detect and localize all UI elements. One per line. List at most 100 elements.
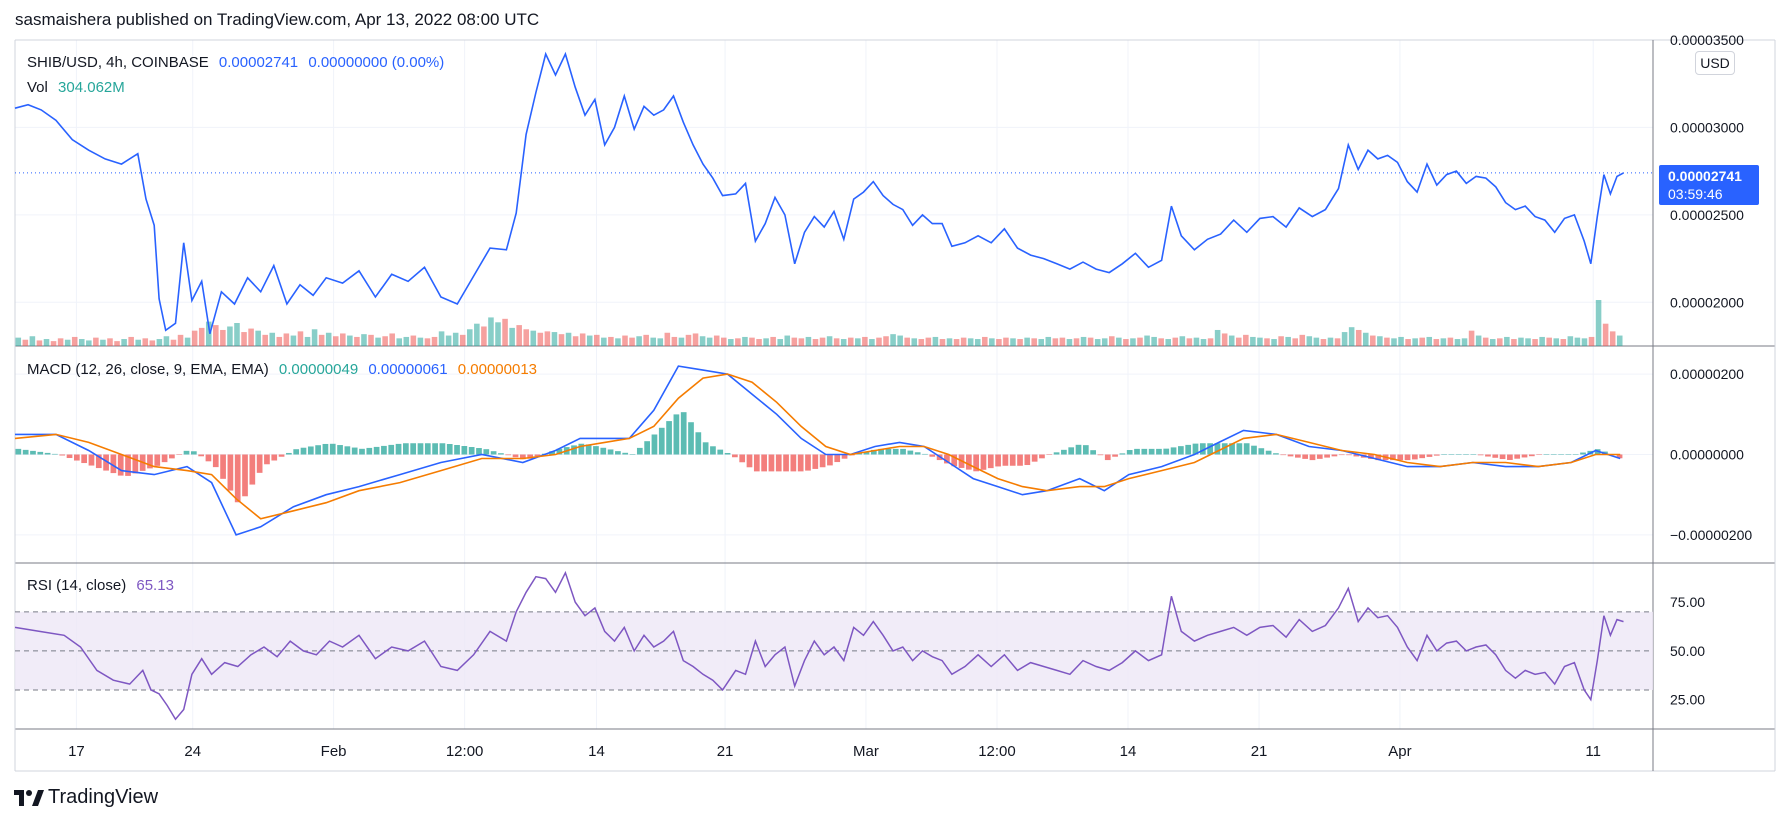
macd-histogram-bar <box>1024 454 1031 466</box>
volume-bar <box>579 333 586 346</box>
volume-bar <box>227 326 233 346</box>
macd-histogram-bar <box>278 454 285 457</box>
volume-bar <box>389 333 395 346</box>
volume-bar <box>205 321 212 346</box>
volume-bar <box>904 337 910 346</box>
macd-histogram-bar <box>198 454 204 457</box>
macd-legend: MACD (12, 26, close, 9, EMA, EMA) 0.0000… <box>27 361 543 378</box>
macd-histogram-bar <box>30 450 36 455</box>
volume-bar <box>1609 331 1616 346</box>
rsi-value: 65.13 <box>136 577 174 594</box>
volume-bar <box>481 326 487 346</box>
volume-bar <box>297 331 304 346</box>
macd-histogram-bar <box>922 453 928 455</box>
volume-bar <box>692 333 699 346</box>
volume-bar <box>1567 336 1574 346</box>
volume-bar <box>551 332 558 346</box>
volume-bar <box>1165 339 1172 346</box>
macd-histogram-bar <box>1550 454 1557 455</box>
macd-histogram-bar <box>1280 454 1287 456</box>
x-tick-label: 21 <box>717 743 734 760</box>
volume-bar <box>819 337 826 346</box>
volume-bar <box>1109 336 1115 346</box>
macd-histogram-bar <box>1097 454 1104 456</box>
volume-bar <box>883 336 889 346</box>
macd-histogram-bar <box>1390 454 1396 461</box>
macd-histogram-bar <box>607 449 614 455</box>
macd-histogram-bar <box>1236 443 1243 455</box>
volume-bar <box>1433 339 1440 346</box>
volume-bar <box>1271 339 1277 346</box>
volume-bar <box>1595 300 1602 346</box>
volume-bar <box>1560 339 1567 346</box>
price-axis-label: 0.00003000 <box>1670 119 1744 135</box>
volume-bar <box>184 337 191 346</box>
volume-bar <box>1391 338 1397 346</box>
vol-label[interactable]: Vol <box>27 79 48 96</box>
macd-histogram-bar <box>205 454 212 462</box>
volume-bar <box>1525 338 1531 346</box>
macd-histogram-bar <box>417 443 424 455</box>
volume-bar <box>1497 338 1503 346</box>
volume-bar <box>911 338 918 346</box>
symbol-label[interactable]: SHIB/USD, 4h, COINBASE <box>27 54 209 71</box>
rsi-label[interactable]: RSI (14, close) <box>27 577 127 594</box>
macd-histogram-bar <box>914 452 921 455</box>
macd-histogram-bar <box>1148 448 1155 455</box>
macd-histogram-bar <box>1353 454 1360 457</box>
volume-bar <box>1080 336 1087 346</box>
macd-histogram-bar <box>878 448 884 455</box>
macd-histogram-bar <box>761 454 767 472</box>
volume-bar <box>452 332 459 346</box>
volume-bar <box>1468 330 1475 346</box>
macd-histogram-bar <box>1199 443 1206 455</box>
macd-histogram-bar <box>1163 448 1170 455</box>
macd-histogram-bar <box>1009 454 1016 466</box>
macd-histogram-bar <box>1017 454 1023 466</box>
volume-bar <box>1412 338 1418 346</box>
volume-bar <box>826 336 833 346</box>
volume-bar <box>142 338 149 346</box>
volume-bar <box>855 338 861 346</box>
volume-bar <box>1546 337 1552 346</box>
volume-bar <box>396 338 403 346</box>
volume-bar <box>756 339 762 346</box>
axis-labels: 17 24 Feb 12:00 14 21 Mar 12:00 14 21 Apr 11 0.00003… <box>68 32 1752 760</box>
macd-histogram-bar <box>841 454 848 459</box>
tradingview-logo-icon <box>14 789 44 806</box>
macd-histogram-bar <box>819 454 826 468</box>
vol-value: 304.062M <box>58 79 125 96</box>
macd-histogram-bar <box>264 454 270 465</box>
volume-bar <box>15 337 22 346</box>
x-tick-label: Feb <box>321 743 347 760</box>
macd-histogram-bar <box>176 454 183 455</box>
volume-bar <box>1151 336 1157 346</box>
volume-bar <box>64 339 71 346</box>
currency-badge[interactable]: USD <box>1695 51 1735 75</box>
volume-bar <box>474 323 480 346</box>
volume-bar <box>1475 335 1482 346</box>
macd-histogram-bar <box>593 446 599 455</box>
volume-bar <box>1334 338 1341 346</box>
volume-bar <box>601 337 607 346</box>
brand-footer[interactable]: TradingView <box>14 786 158 809</box>
price-tag: 0.00002741 03:59:46 <box>1659 165 1759 205</box>
macd-histogram-bar <box>585 444 592 455</box>
volume-bar <box>71 336 78 346</box>
macd-histogram-bar <box>242 454 248 497</box>
macd-histogram-bar <box>973 454 980 472</box>
price-tag-countdown: 03:59:46 <box>1668 186 1723 202</box>
price-axis-label: 0.00002500 <box>1670 207 1744 223</box>
macd-histogram-bar <box>512 454 519 458</box>
macd-label[interactable]: MACD (12, 26, close, 9, EMA, EMA) <box>27 361 269 378</box>
macd-histogram-bar <box>812 454 819 469</box>
volume-bar <box>777 339 783 346</box>
macd-histogram-bar <box>1346 454 1352 456</box>
macd-histogram-bar <box>615 451 621 455</box>
volume-bar <box>840 339 847 346</box>
volume-bar <box>664 332 671 346</box>
x-tick-label: 14 <box>1120 743 1137 760</box>
volume-bar <box>50 341 57 346</box>
rsi-legend: RSI (14, close) 65.13 <box>27 577 180 594</box>
macd-histogram-bar <box>337 445 343 455</box>
